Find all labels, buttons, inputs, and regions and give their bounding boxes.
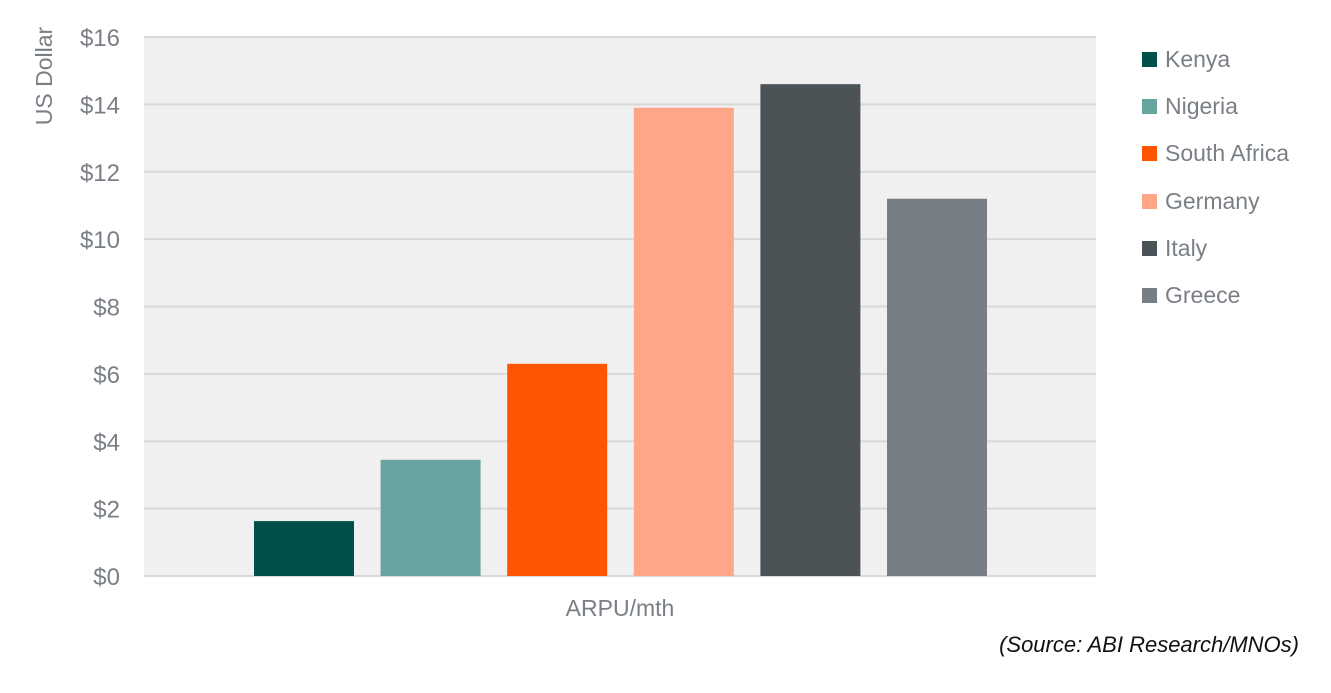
legend: Kenya Nigeria South Africa Germany Italy Gree… [1142, 36, 1289, 319]
y-tick-label: $14 [80, 92, 120, 119]
source-note: (Source: ABI Research/MNOs) [999, 632, 1299, 657]
bar-germany [633, 107, 734, 577]
legend-swatch [1142, 193, 1157, 209]
x-axis-label: ARPU/mth [566, 595, 675, 621]
legend-label: Kenya [1165, 46, 1231, 73]
legend-item: Kenya [1142, 36, 1289, 83]
legend-item: Greece [1142, 272, 1289, 319]
y-tick-label: $10 [80, 227, 120, 254]
legend-label: Italy [1165, 234, 1208, 261]
y-tick-label: $16 [80, 25, 120, 52]
y-tick-label: $8 [93, 295, 120, 322]
legend-item: Italy [1142, 225, 1289, 272]
legend-label: Greece [1165, 282, 1241, 309]
y-tick-label: $2 [93, 497, 120, 524]
bar-italy [760, 84, 861, 576]
legend-swatch [1142, 288, 1157, 304]
legend-item: South Africa [1142, 130, 1289, 177]
legend-swatch [1142, 52, 1157, 68]
legend-swatch [1142, 99, 1157, 115]
bar-nigeria [380, 459, 481, 576]
legend-label: Germany [1165, 187, 1260, 214]
legend-item: Nigeria [1142, 83, 1289, 130]
y-axis-label: US Dollar [31, 26, 57, 125]
legend-label: Nigeria [1165, 93, 1238, 120]
y-tick-label: $0 [93, 564, 120, 591]
legend-swatch [1142, 146, 1157, 162]
bar-greece [887, 198, 987, 576]
legend-label: South Africa [1165, 140, 1290, 167]
legend-swatch [1142, 240, 1157, 256]
y-tick-label: $6 [93, 362, 120, 389]
legend-item: Germany [1142, 178, 1289, 225]
y-tick-label: $12 [80, 160, 120, 187]
bar-kenya [254, 521, 354, 576]
y-tick-label: $4 [93, 429, 120, 456]
bar-south-africa [507, 363, 608, 576]
